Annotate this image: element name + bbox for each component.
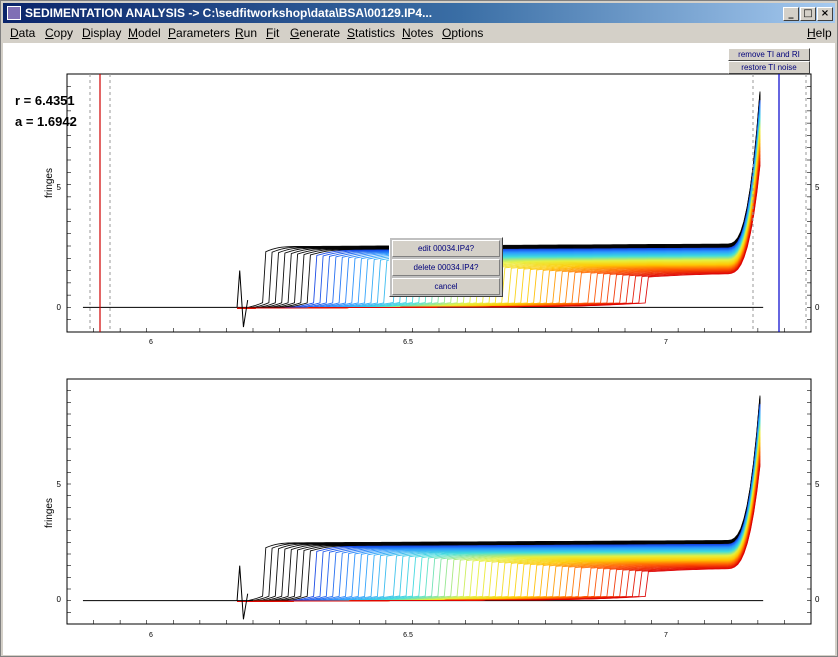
bottom-x-tick-6: 6: [149, 632, 153, 639]
scan-context-menu: edit 00034.IP4? delete 00034.IP4? cancel: [389, 237, 503, 297]
menu-fit[interactable]: Fit: [266, 26, 280, 40]
menu-notes[interactable]: Notes: [402, 26, 434, 40]
bottom-y-tick-5-right: 5: [815, 480, 820, 489]
top-scan-line: [237, 165, 761, 309]
delete-scan-item[interactable]: delete 00034.IP4?: [392, 259, 500, 276]
top-x-tick-6-5: 6.5: [403, 339, 413, 346]
bottom-plot-ticks: [66, 390, 812, 625]
menu-statistics[interactable]: Statistics: [347, 26, 396, 40]
menu-model[interactable]: Model: [128, 26, 161, 40]
window-title: SEDIMENTATION ANALYSIS -> C:\sedfitworks…: [25, 6, 433, 20]
bottom-scan-line: [237, 399, 761, 602]
top-y-tick-5-right: 5: [815, 183, 820, 192]
menu-copy[interactable]: Copy: [45, 26, 74, 40]
bottom-x-tick-6-5: 6.5: [403, 632, 413, 639]
top-x-tick-7: 7: [664, 339, 668, 346]
cancel-item[interactable]: cancel: [392, 278, 500, 295]
bottom-scan-line: [237, 400, 761, 602]
bottom-scan-line: [237, 404, 761, 602]
bottom-x-tick-7: 7: [664, 632, 668, 639]
top-x-tick-6: 6: [149, 339, 153, 346]
menu-generate[interactable]: Generate: [290, 26, 341, 40]
menu-data[interactable]: Data: [10, 26, 36, 40]
menu-help[interactable]: Help: [807, 26, 832, 40]
restore-ti-noise-button[interactable]: restore TI noise: [728, 61, 810, 74]
app-icon: [7, 6, 21, 20]
minimize-button[interactable]: _: [783, 7, 799, 21]
maximize-button[interactable]: □: [800, 7, 816, 21]
edit-scan-item[interactable]: edit 00034.IP4?: [392, 240, 500, 257]
menu-parameters[interactable]: Parameters: [168, 26, 231, 40]
top-artifact: [236, 270, 249, 328]
bottom-artifact: [236, 565, 249, 620]
menu-bar: Data Copy Display Model Parameters Run F…: [3, 24, 835, 42]
menu-options[interactable]: Options: [442, 26, 484, 40]
bottom-y-tick-0-right: 0: [815, 595, 820, 604]
menu-display[interactable]: Display: [82, 26, 122, 40]
param-r: r = 6.4351: [15, 93, 75, 108]
top-y-axis-label: fringes: [44, 168, 55, 198]
title-bar[interactable]: SEDIMENTATION ANALYSIS -> C:\sedfitworks…: [3, 3, 835, 23]
top-y-tick-5: 5: [57, 183, 62, 192]
bottom-scan-line: [237, 403, 761, 602]
top-y-tick-0-right: 0: [815, 303, 820, 312]
param-a: a = 1.6942: [15, 114, 77, 129]
bottom-y-tick-0: 0: [57, 595, 62, 604]
bottom-scan-line: [237, 465, 761, 602]
bottom-plot-series: [82, 395, 764, 620]
top-plot[interactable]: fringes 5 0 5 0 6 6.5 7: [44, 73, 820, 346]
bottom-y-tick-5: 5: [57, 480, 62, 489]
bottom-scan-line: [237, 396, 761, 602]
top-y-tick-0: 0: [57, 303, 62, 312]
close-button[interactable]: ×: [817, 7, 833, 21]
menu-run[interactable]: Run: [235, 26, 258, 40]
bottom-scan-line: [237, 408, 761, 602]
bottom-plot[interactable]: fringes 5 0 5 0 6 6.5 7: [44, 378, 820, 639]
bottom-y-axis-label: fringes: [44, 498, 55, 528]
top-plot-ticks: [66, 85, 812, 333]
remove-ti-ri-button[interactable]: remove TI and RI: [728, 48, 810, 61]
plot-area: fringes 5 0 5 0 6 6.5 7 fringes 5 0 5 0 …: [3, 43, 835, 655]
